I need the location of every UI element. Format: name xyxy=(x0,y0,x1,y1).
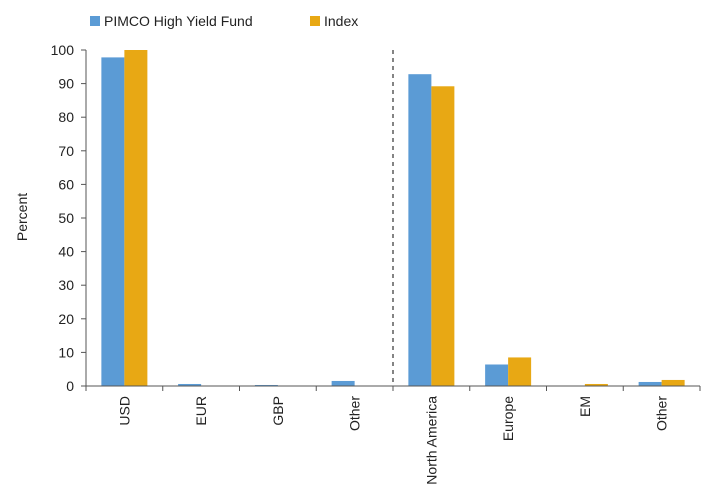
bar-index xyxy=(584,383,608,386)
y-tick-label: 0 xyxy=(66,378,74,394)
legend-label-index: Index xyxy=(324,13,358,29)
bar-fund xyxy=(101,57,125,386)
bar-fund xyxy=(254,384,278,386)
x-tick-label: Other xyxy=(654,396,670,431)
x-tick-label: EUR xyxy=(193,396,209,426)
x-axis: USD EUR GBP Other North America Europe EM Other xyxy=(85,385,701,485)
y-tick-label: 30 xyxy=(58,277,74,293)
y-axis-title: Percent xyxy=(14,193,30,241)
bar-fund xyxy=(178,383,202,386)
x-tick-label: Europe xyxy=(500,396,516,441)
legend-swatch-index xyxy=(310,16,320,26)
bars xyxy=(101,50,685,387)
y-axis: 0 10 20 30 40 50 60 70 80 90 100 xyxy=(51,42,87,394)
legend: PIMCO High Yield Fund Index xyxy=(90,13,358,29)
y-tick-label: 60 xyxy=(58,176,74,192)
bar-index xyxy=(508,357,532,386)
y-tick-label: 10 xyxy=(58,344,74,360)
x-tick-label: USD xyxy=(116,396,132,426)
bar-fund xyxy=(485,364,509,386)
x-tick-label: North America xyxy=(423,396,439,485)
bar-fund xyxy=(408,74,432,386)
y-tick-label: 70 xyxy=(58,143,74,159)
bar-index xyxy=(431,86,455,387)
bar-index xyxy=(661,379,685,386)
y-tick-label: 20 xyxy=(58,311,74,327)
y-tick-label: 40 xyxy=(58,244,74,260)
y-tick-label: 80 xyxy=(58,109,74,125)
x-tick-label: Other xyxy=(347,396,363,431)
y-tick-label: 100 xyxy=(51,42,75,58)
bar-index xyxy=(124,50,148,386)
legend-label-fund: PIMCO High Yield Fund xyxy=(104,13,253,29)
bar-fund xyxy=(331,380,355,386)
bar-fund xyxy=(638,381,662,386)
x-tick-label: EM xyxy=(577,396,593,417)
y-tick-label: 50 xyxy=(58,210,74,226)
x-tick-label: GBP xyxy=(270,396,286,426)
y-tick-label: 90 xyxy=(58,76,74,92)
legend-swatch-fund xyxy=(90,16,100,26)
